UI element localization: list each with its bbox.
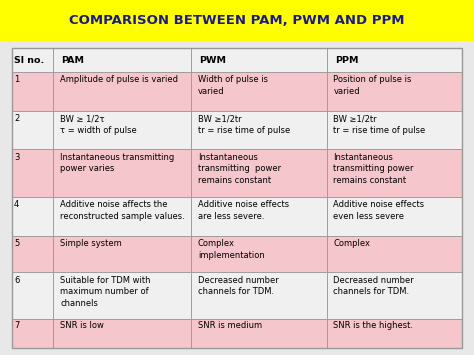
Text: SNR is low: SNR is low	[60, 321, 104, 330]
Text: Additive noise effects
even less severe: Additive noise effects even less severe	[333, 200, 425, 221]
FancyBboxPatch shape	[327, 197, 462, 236]
FancyBboxPatch shape	[53, 111, 191, 149]
FancyBboxPatch shape	[12, 111, 53, 149]
Text: 6: 6	[14, 276, 19, 285]
FancyBboxPatch shape	[191, 48, 327, 72]
Text: Position of pulse is
varied: Position of pulse is varied	[333, 75, 412, 96]
FancyBboxPatch shape	[12, 72, 53, 111]
FancyBboxPatch shape	[12, 319, 53, 348]
FancyBboxPatch shape	[53, 272, 191, 319]
Text: PWM: PWM	[199, 56, 226, 65]
FancyBboxPatch shape	[12, 149, 53, 197]
FancyBboxPatch shape	[191, 111, 327, 149]
Text: Additive noise effects
are less severe.: Additive noise effects are less severe.	[198, 200, 289, 221]
FancyBboxPatch shape	[191, 272, 327, 319]
Text: 3: 3	[14, 153, 19, 162]
Text: Additive noise affects the
reconstructed sample values.: Additive noise affects the reconstructed…	[60, 200, 185, 221]
Text: Decreased number
channels for TDM.: Decreased number channels for TDM.	[198, 276, 279, 296]
FancyBboxPatch shape	[53, 236, 191, 272]
FancyBboxPatch shape	[327, 72, 462, 111]
Text: 2: 2	[14, 115, 19, 124]
Text: BW ≥1/2tr
tr = rise time of pulse: BW ≥1/2tr tr = rise time of pulse	[198, 115, 290, 135]
Text: Sl no.: Sl no.	[14, 56, 45, 65]
FancyBboxPatch shape	[327, 272, 462, 319]
FancyBboxPatch shape	[191, 149, 327, 197]
Text: 5: 5	[14, 239, 19, 248]
FancyBboxPatch shape	[53, 319, 191, 348]
Text: Decreased number
channels for TDM.: Decreased number channels for TDM.	[333, 276, 414, 296]
FancyBboxPatch shape	[327, 319, 462, 348]
Text: Complex
implementation: Complex implementation	[198, 239, 264, 260]
Text: Instantaneous transmitting
power varies: Instantaneous transmitting power varies	[60, 153, 174, 173]
Text: BW ≥1/2tr
tr = rise time of pulse: BW ≥1/2tr tr = rise time of pulse	[333, 115, 426, 135]
FancyBboxPatch shape	[191, 319, 327, 348]
Text: SNR is the highest.: SNR is the highest.	[333, 321, 413, 330]
Text: 7: 7	[14, 321, 19, 330]
Text: Complex: Complex	[333, 239, 370, 248]
FancyBboxPatch shape	[12, 197, 53, 236]
Text: COMPARISON BETWEEN PAM, PWM AND PPM: COMPARISON BETWEEN PAM, PWM AND PPM	[69, 14, 405, 27]
Text: PAM: PAM	[62, 56, 84, 65]
Text: Simple system: Simple system	[60, 239, 122, 248]
FancyBboxPatch shape	[327, 236, 462, 272]
Text: SNR is medium: SNR is medium	[198, 321, 262, 330]
FancyBboxPatch shape	[191, 197, 327, 236]
Text: 4: 4	[14, 200, 19, 209]
Text: PPM: PPM	[335, 56, 358, 65]
FancyBboxPatch shape	[12, 272, 53, 319]
FancyBboxPatch shape	[12, 48, 53, 72]
FancyBboxPatch shape	[53, 72, 191, 111]
Text: BW ≥ 1/2τ
τ = width of pulse: BW ≥ 1/2τ τ = width of pulse	[60, 115, 137, 135]
Text: Suitable for TDM with
maximum number of
channels: Suitable for TDM with maximum number of …	[60, 276, 151, 308]
FancyBboxPatch shape	[53, 48, 191, 72]
FancyBboxPatch shape	[191, 72, 327, 111]
FancyBboxPatch shape	[53, 149, 191, 197]
Text: 1: 1	[14, 75, 19, 84]
FancyBboxPatch shape	[327, 48, 462, 72]
Text: Instantaneous
transmitting power
remains constant: Instantaneous transmitting power remains…	[333, 153, 414, 185]
Text: Amplitude of pulse is varied: Amplitude of pulse is varied	[60, 75, 178, 84]
FancyBboxPatch shape	[0, 0, 474, 41]
FancyBboxPatch shape	[12, 236, 53, 272]
FancyBboxPatch shape	[327, 149, 462, 197]
FancyBboxPatch shape	[191, 236, 327, 272]
Text: Instantaneous
transmitting  power
remains constant: Instantaneous transmitting power remains…	[198, 153, 281, 185]
FancyBboxPatch shape	[327, 111, 462, 149]
Text: Width of pulse is
varied: Width of pulse is varied	[198, 75, 268, 96]
FancyBboxPatch shape	[53, 197, 191, 236]
